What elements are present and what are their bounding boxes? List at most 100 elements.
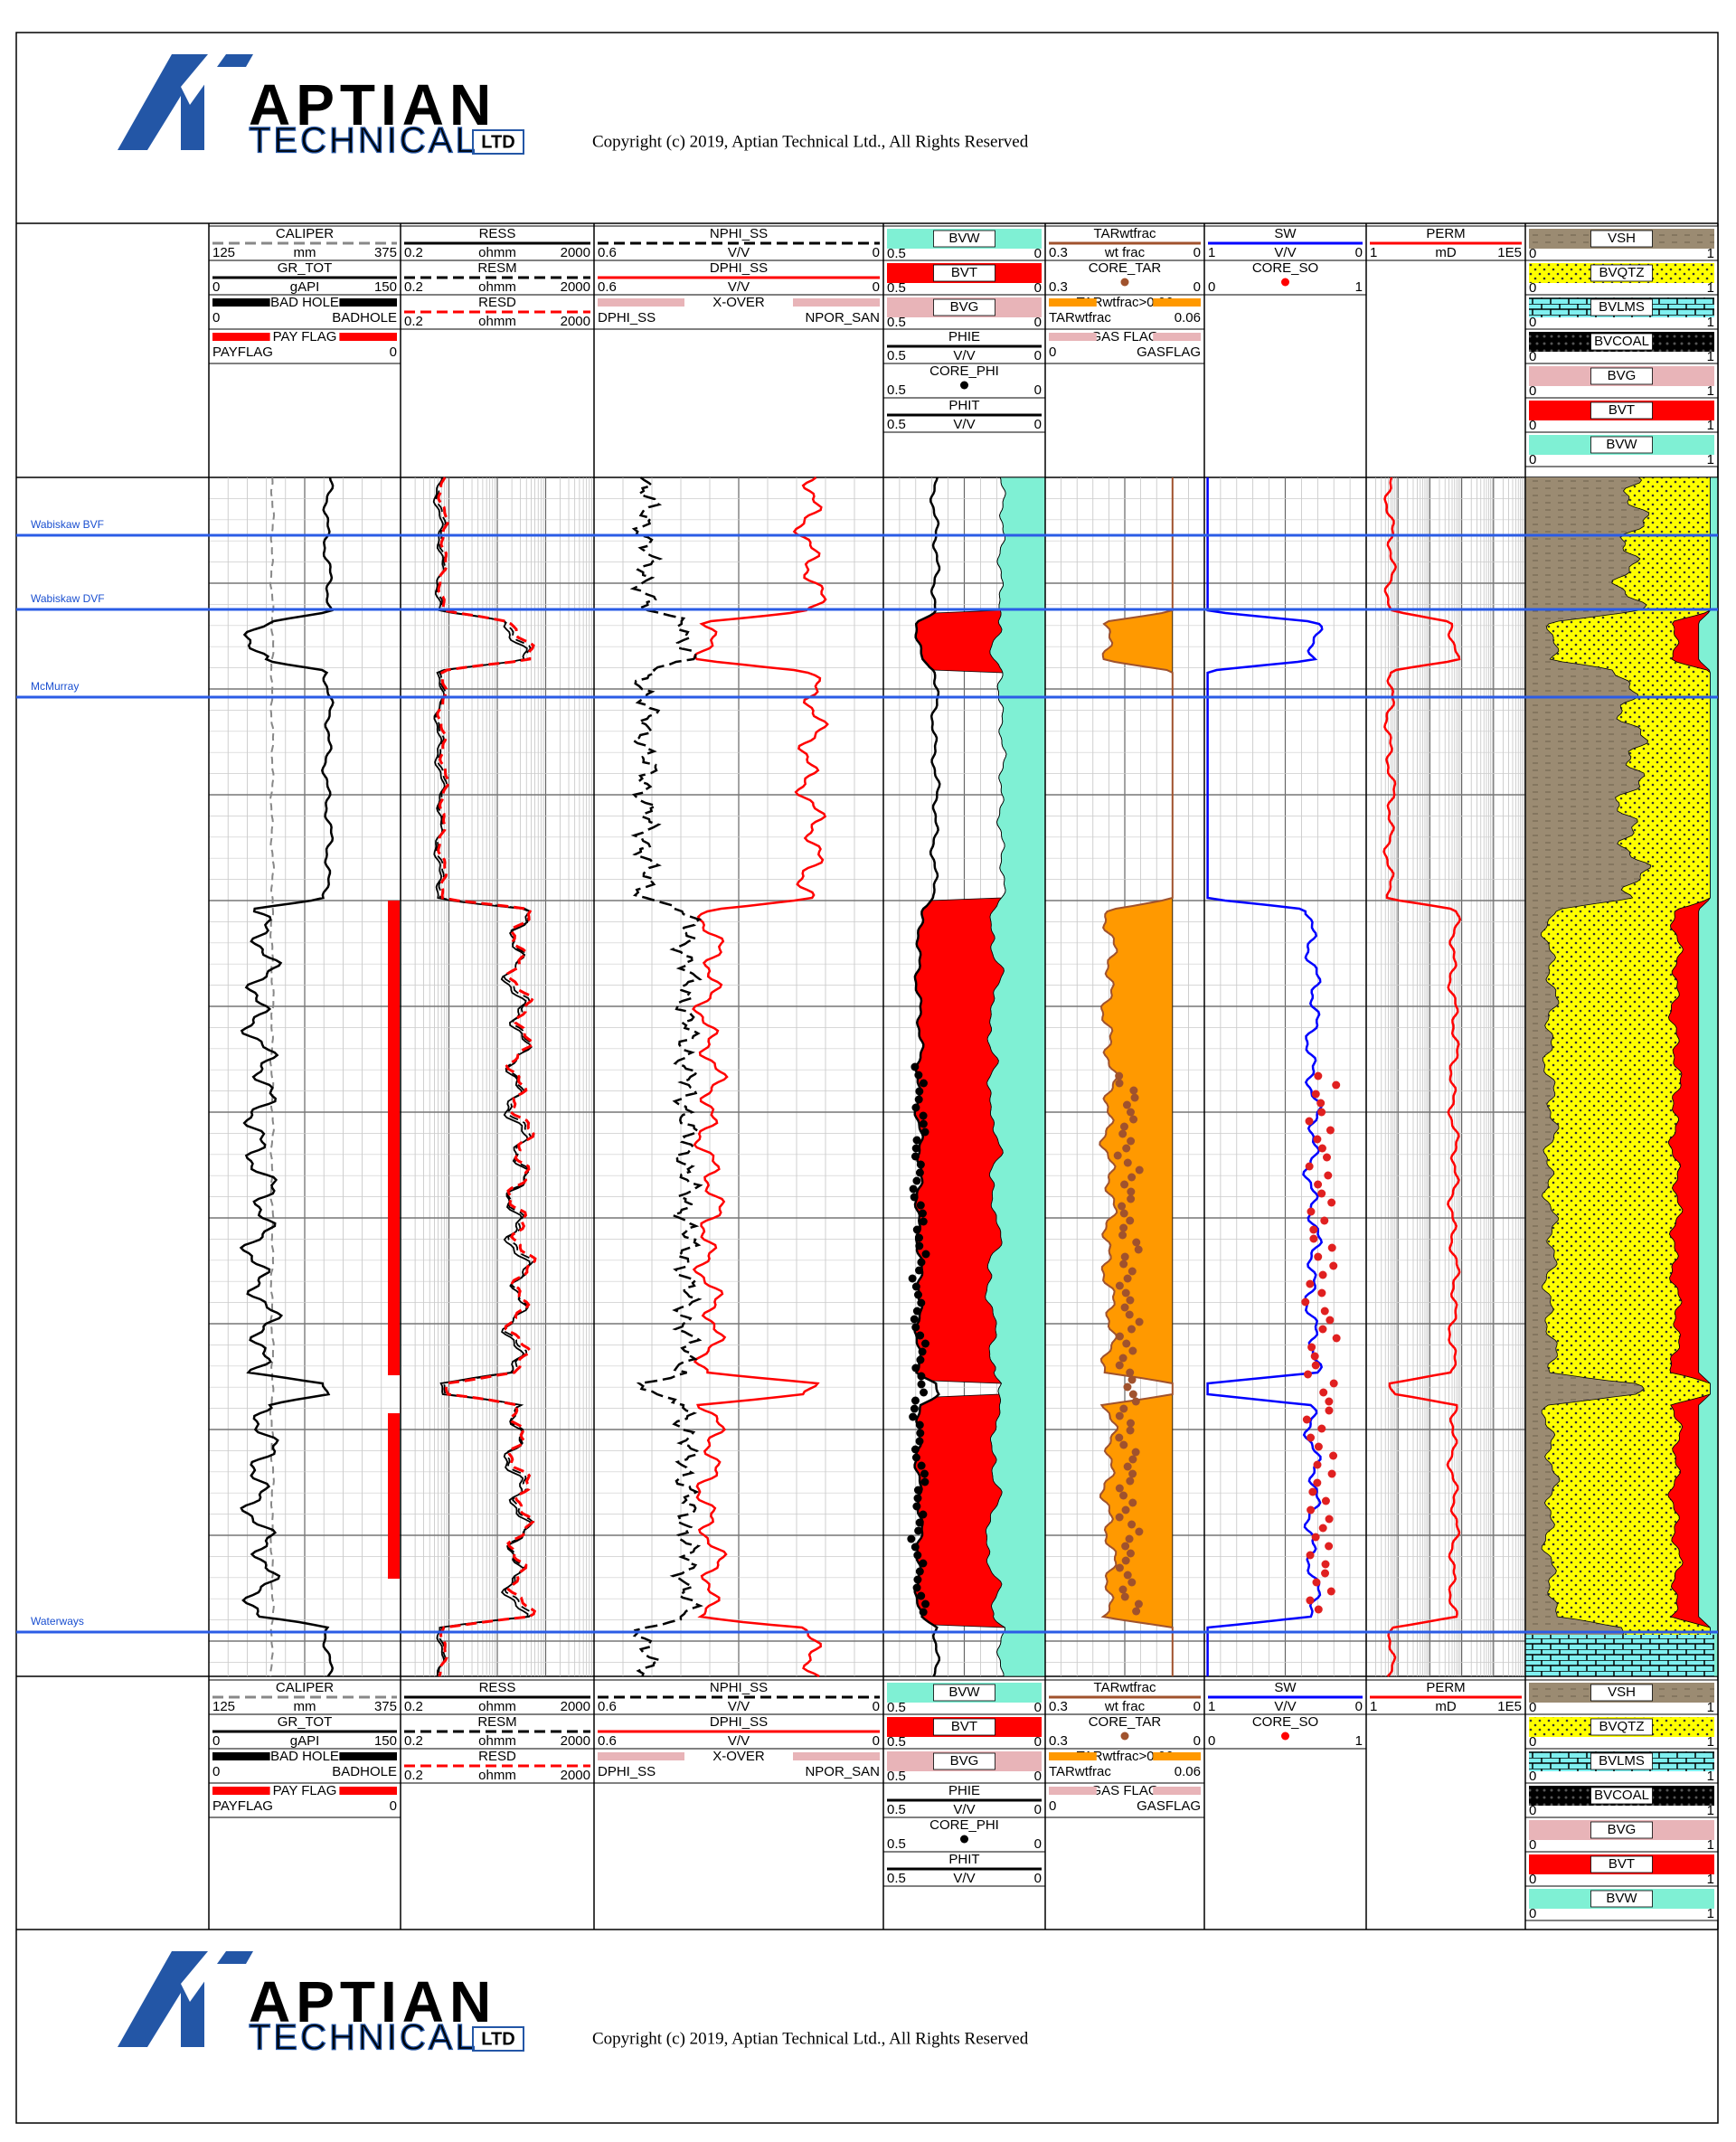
core-tar-point — [1119, 1404, 1128, 1413]
legend-left: 0.3 — [1049, 1699, 1068, 1714]
core-so-point — [1309, 1225, 1318, 1234]
core-phi-point — [909, 1184, 918, 1194]
legend-right: 0 — [1034, 1871, 1042, 1886]
core-so-point — [1327, 1243, 1336, 1252]
core-phi-point — [916, 1160, 925, 1169]
legend-name: BVCOAL — [1594, 1788, 1649, 1803]
formation-top-label: Wabiskaw DVF — [31, 592, 105, 605]
legend-bar-sample — [1049, 1752, 1097, 1760]
legend-dot-sample — [1120, 278, 1129, 287]
core-tar-point — [1134, 1245, 1143, 1254]
legend-right: 1 — [1707, 280, 1714, 296]
legend-entry-box — [1203, 1713, 1367, 1750]
logo-mark — [118, 54, 253, 150]
legend-left: 0.5 — [887, 1700, 906, 1715]
core-so-point — [1320, 1216, 1329, 1225]
legend-left: 0.5 — [887, 1769, 906, 1784]
formation-top-label: McMurray — [31, 680, 79, 693]
core-phi-point — [910, 1543, 920, 1552]
core-tar-point — [1128, 1455, 1137, 1464]
legend-bar-sample — [1153, 1787, 1201, 1795]
legend-right: 0 — [1034, 1769, 1042, 1784]
core-phi-point — [913, 1290, 922, 1299]
core-so-point — [1306, 1279, 1315, 1288]
core-phi-point — [912, 1136, 921, 1145]
legend-fill-label-box — [1590, 1787, 1653, 1805]
legend-name: GAS FLAG — [1090, 329, 1158, 344]
legend-name: PHIE — [948, 329, 980, 344]
legend-name: RESD — [478, 1749, 516, 1764]
legend-name: PHIE — [948, 1783, 980, 1798]
legend-fill-label-box — [933, 1752, 995, 1770]
legend-left: 0 — [1529, 1803, 1536, 1818]
core-phi-point — [914, 1071, 923, 1080]
core-phi-point — [914, 1095, 923, 1104]
legend-unit: gAPI — [290, 1733, 320, 1749]
core-so-point — [1309, 1234, 1318, 1243]
legend-fill-label-box — [1590, 1890, 1653, 1908]
legend-unit: mm — [294, 1699, 316, 1714]
legend-left: 0.6 — [598, 1699, 617, 1714]
bvw-lith-fill — [1698, 477, 1719, 1677]
core-phi-point — [919, 1079, 928, 1088]
core-tar-point — [1119, 1209, 1128, 1218]
legend-right: 1 — [1707, 1837, 1714, 1853]
legend-name: BVW — [1606, 1891, 1637, 1906]
legend-name: GR_TOT — [278, 1714, 333, 1730]
core-so-point — [1329, 1451, 1338, 1460]
core-phi-point — [917, 1591, 926, 1600]
legend-name: BVT — [951, 265, 977, 280]
legend-left: PAYFLAG — [212, 344, 273, 360]
legend-left: 0.5 — [887, 246, 906, 261]
logo-suffix-box — [472, 2026, 524, 2052]
legend-entry-box — [400, 259, 595, 296]
legend-name: RESS — [479, 226, 516, 241]
core-phi-point — [911, 1364, 920, 1373]
legend-name: PHIT — [948, 398, 979, 413]
legend-fill-label-box — [933, 264, 995, 282]
core-so-point — [1312, 1578, 1321, 1587]
core-tar-point — [1128, 1498, 1137, 1507]
legend-unit: ohmm — [478, 1768, 516, 1783]
legend-left: 125 — [212, 245, 235, 260]
legend-right: 0 — [873, 279, 880, 295]
bvlms-fill — [1525, 1635, 1714, 1676]
core-phi-point — [915, 1518, 924, 1527]
legend-fill-label-box — [1590, 1718, 1653, 1736]
legend-unit: V/V — [728, 245, 750, 260]
legend-fill-label-box — [933, 298, 995, 316]
core-tar-point — [1122, 1100, 1131, 1109]
core-tar-point — [1125, 1310, 1134, 1319]
legend-fill-label-box — [1590, 1821, 1653, 1839]
legend-fill-label-box — [1590, 333, 1653, 351]
core-tar-point — [1130, 1093, 1139, 1102]
legend-bar-sample — [212, 333, 270, 341]
core-phi-point — [911, 1103, 920, 1112]
legend-right: 1 — [1707, 452, 1714, 467]
core-tar-point — [1126, 1296, 1135, 1305]
legend-left: 0 — [1529, 1837, 1536, 1853]
legend-name: CALIPER — [276, 1680, 334, 1695]
core-phi-point — [911, 1323, 920, 1332]
core-tar-point — [1118, 1129, 1127, 1138]
legend-name: BVG — [950, 1753, 979, 1769]
core-phi-point — [917, 1298, 926, 1307]
sw-curve — [1206, 477, 1324, 1676]
legend-entry-box — [400, 1713, 595, 1750]
legend-name: SW — [1274, 226, 1297, 241]
core-tar-point — [1126, 1419, 1135, 1428]
core-so-point — [1316, 1099, 1326, 1108]
core-tar-point — [1119, 1491, 1128, 1500]
caliper-curve — [269, 477, 276, 1677]
legend-name: GAS FLAG — [1090, 1783, 1158, 1798]
core-so-point — [1324, 1171, 1333, 1180]
legend-bar-sample — [212, 1787, 270, 1795]
legend-left: TARwtfrac — [1049, 1764, 1111, 1779]
core-so-point — [1306, 1551, 1315, 1560]
legend-bar-sample — [1153, 1752, 1201, 1760]
core-so-point — [1325, 1514, 1334, 1524]
legend-name: X-OVER — [712, 1749, 765, 1764]
core-so-point — [1313, 1478, 1322, 1487]
legend-right: 1 — [1707, 349, 1714, 364]
core-phi-point — [912, 1307, 921, 1316]
